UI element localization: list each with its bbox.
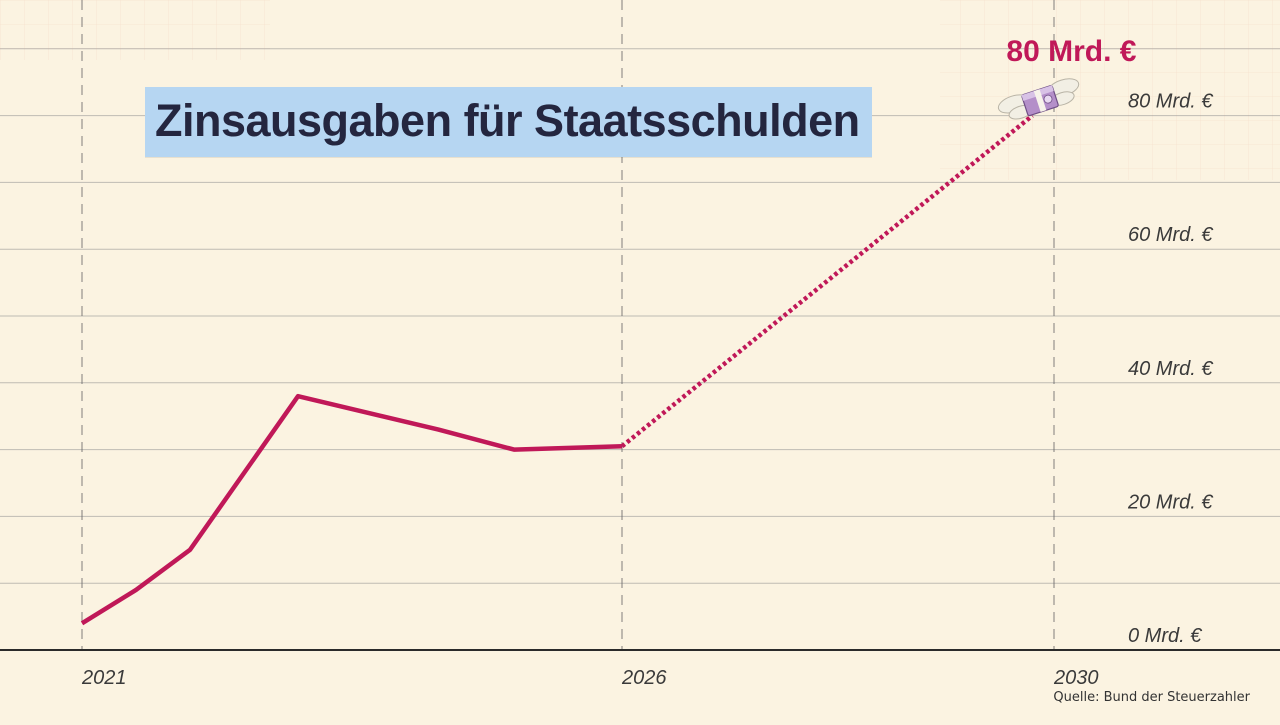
y-tick-label: 60 Mrd. € [1128, 224, 1213, 246]
y-tick-label: 0 Mrd. € [1128, 625, 1202, 647]
actual-line [80, 393, 623, 626]
peak-value-callout: 80 Mrd. € [1006, 35, 1136, 68]
source-note: Quelle: Bund der Steuerzahler [1053, 690, 1250, 705]
x-tick-label: 2021 [81, 667, 127, 689]
corner-grid-texture [0, 0, 270, 60]
chart-title: Zinsausgaben für Staatsschulden [155, 95, 860, 146]
x-tick-label: 2026 [621, 667, 667, 689]
flying-money-icon [997, 78, 1080, 120]
y-tick-label: 40 Mrd. € [1128, 358, 1213, 380]
y-tick-label: 20 Mrd. € [1127, 491, 1213, 513]
y-tick-label: 80 Mrd. € [1128, 91, 1213, 113]
chart-title-box: Zinsausgaben für Staatsschulden [145, 87, 872, 157]
corner-grid-texture [940, 0, 1280, 180]
forecast-line [620, 113, 1034, 449]
x-tick-label: 2030 [1053, 667, 1099, 689]
